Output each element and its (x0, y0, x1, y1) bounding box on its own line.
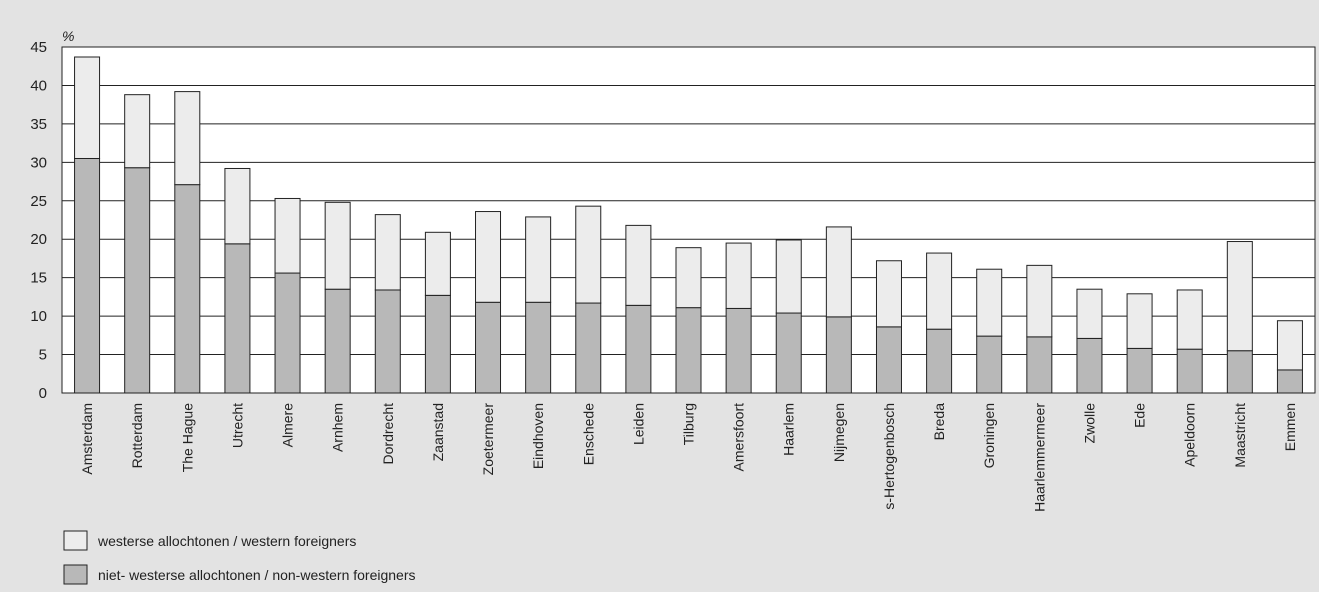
bar-segment-non-western (675, 307, 702, 394)
bar-segment-western (1076, 288, 1103, 339)
y-tick-label: 40 (30, 77, 47, 94)
bar-segment-western (1026, 264, 1053, 338)
bar-segment-non-western (976, 335, 1003, 394)
legend-swatch (63, 564, 88, 585)
bar-segment-western (424, 231, 451, 296)
x-tick-label: Dordrecht (380, 403, 396, 465)
bar-segment-non-western (926, 328, 953, 394)
x-tick-label: Enschede (580, 403, 596, 465)
x-tick-label: Emmen (1282, 403, 1298, 451)
bar-segment-non-western (124, 167, 151, 394)
legend-label: westerse allochtonen / western foreigner… (97, 533, 356, 549)
bar-segment-western (374, 214, 401, 291)
x-tick-label: Leiden (630, 403, 646, 445)
x-tick-label: Rotterdam (129, 403, 145, 468)
y-tick-label: 35 (30, 116, 47, 133)
bar-segment-western (324, 201, 351, 290)
bar-segment-western (675, 247, 702, 309)
bar-segment-non-western (1026, 336, 1053, 394)
x-tick-label: Arnhem (330, 403, 346, 452)
x-tick-label: Almere (280, 403, 296, 448)
y-unit-label: % (62, 28, 74, 44)
x-tick-label: Haarlem (781, 403, 797, 456)
x-tick-label: Nijmegen (831, 403, 847, 462)
legend-label: niet- westerse allochtonen / non-western… (98, 567, 416, 583)
bar-segment-non-western (174, 184, 201, 394)
y-tick-label: 25 (30, 193, 47, 210)
y-tick-label: 20 (30, 231, 47, 248)
x-tick-label: Groningen (981, 403, 997, 468)
y-tick-label: 0 (39, 385, 47, 402)
bar-segment-western (775, 239, 802, 314)
bars (74, 56, 1303, 394)
bar-segment-non-western (1176, 348, 1203, 394)
gridlines (62, 84, 1315, 356)
x-tick-label: Zaanstad (430, 403, 446, 461)
bar-segment-western (926, 252, 953, 330)
bar-segment-western (525, 216, 552, 303)
bar-segment-non-western (775, 312, 802, 394)
x-tick-label: Amsterdam (79, 403, 95, 475)
bar-segment-western (224, 167, 251, 245)
bar-segment-western (1176, 289, 1203, 350)
bar-segment-non-western (575, 302, 602, 394)
bar-segment-non-western (1076, 337, 1103, 394)
y-tick-label: 15 (30, 270, 47, 287)
bar-segment-non-western (1126, 347, 1153, 394)
legend: westerse allochtonen / western foreigner… (63, 530, 416, 585)
x-tick-label: Utrecht (229, 403, 245, 448)
y-tick-label: 10 (30, 308, 47, 325)
bar-segment-non-western (274, 272, 301, 394)
bar-segment-non-western (825, 316, 852, 394)
bar-segment-western (825, 226, 852, 318)
bar-segment-western (976, 268, 1003, 337)
bar-segment-non-western (625, 304, 652, 394)
bar-segment-non-western (224, 243, 251, 394)
x-tick-label: The Hague (179, 403, 195, 472)
x-tick-label: Maastricht (1232, 403, 1248, 468)
bar-segment-non-western (374, 289, 401, 394)
y-axis-ticks: 0 5 10 15 20 25 30 35 40 45 (30, 39, 47, 402)
y-tick-label: 45 (30, 39, 47, 56)
x-tick-label: Ede (1132, 403, 1148, 428)
x-tick-label: Zoetermeer (480, 403, 496, 476)
bar-segment-western (74, 56, 101, 159)
bar-segment-western (1126, 293, 1153, 349)
bar-segment-non-western (525, 301, 552, 394)
bar-segment-western (1276, 320, 1303, 371)
bar-segment-western (575, 205, 602, 304)
bar-segment-western (875, 260, 902, 328)
bar-segment-non-western (1276, 369, 1303, 394)
x-tick-label: Breda (931, 403, 947, 441)
bar-segment-non-western (424, 294, 451, 394)
bar-segment-non-western (725, 307, 752, 394)
bar-segment-non-western (74, 157, 101, 394)
bar-segment-non-western (475, 301, 502, 394)
x-tick-label: Haarlemmermeer (1031, 403, 1047, 512)
bar-segment-non-western (1226, 350, 1253, 394)
bar-segment-western (625, 224, 652, 306)
x-tick-label: Eindhoven (530, 403, 546, 469)
bar-segment-western (274, 197, 301, 274)
bar-segment-western (174, 91, 201, 186)
x-tick-label: Zwolle (1081, 403, 1097, 444)
legend-swatch (63, 530, 88, 551)
x-tick-label: Tilburg (681, 403, 697, 445)
bar-segment-western (475, 211, 502, 303)
y-tick-label: 5 (39, 347, 47, 364)
bar-segment-non-western (324, 288, 351, 394)
y-tick-label: 30 (30, 154, 47, 171)
x-tick-label: s-Hertogenbosch (881, 403, 897, 510)
bar-segment-western (1226, 241, 1253, 352)
x-axis-labels: Amsterdam Rotterdam The Hague Utrecht Almere… (79, 403, 1298, 512)
x-tick-label: Apeldoorn (1182, 403, 1198, 467)
bar-segment-western (124, 94, 151, 169)
bar-segment-western (725, 242, 752, 309)
bar-segment-non-western (875, 326, 902, 394)
x-tick-label: Amersfoort (731, 403, 747, 472)
